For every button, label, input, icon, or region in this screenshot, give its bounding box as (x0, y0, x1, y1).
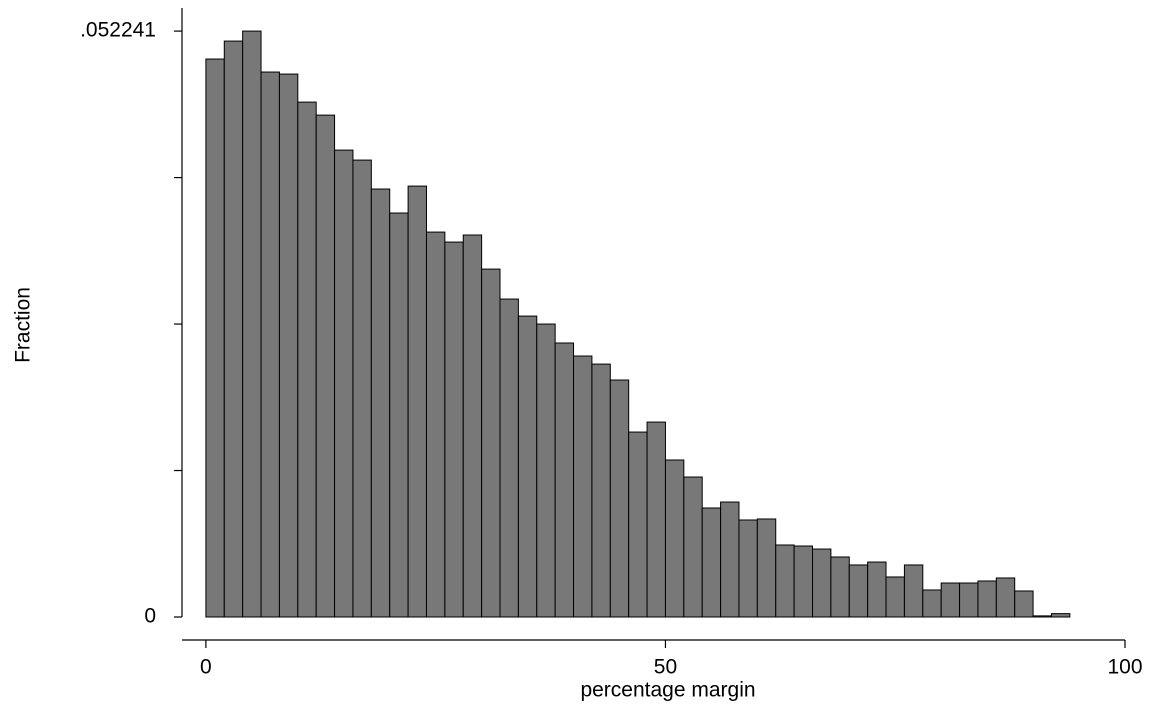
bar (481, 268, 501, 618)
bar (903, 564, 924, 618)
bar (701, 507, 722, 618)
bar (278, 73, 299, 618)
bar (499, 298, 519, 618)
x-tick-label: 50 (654, 656, 677, 679)
bar (536, 323, 556, 618)
bar (628, 431, 648, 618)
bar (352, 159, 372, 618)
bar (1050, 613, 1071, 618)
bar (1032, 615, 1052, 618)
bar (720, 501, 740, 618)
bar (940, 582, 961, 618)
x-tick-label: 100 (1107, 656, 1142, 679)
bar (885, 576, 905, 618)
bar (297, 101, 317, 618)
bar (922, 589, 942, 618)
bar (205, 58, 225, 618)
bar (389, 212, 409, 618)
bar (242, 30, 262, 618)
bar (591, 363, 611, 618)
bar (977, 580, 997, 618)
y-tick-label: 0 (144, 605, 156, 628)
bar (756, 518, 777, 618)
bar (425, 231, 446, 618)
bar (664, 459, 685, 618)
bar (315, 114, 336, 618)
bar (830, 556, 850, 618)
bar (554, 342, 575, 618)
y-tick-label: .052241 (80, 19, 156, 42)
bar (848, 564, 869, 618)
bar (444, 241, 464, 618)
y-axis-label: Fraction (12, 287, 35, 363)
bar (223, 40, 244, 618)
bar (646, 421, 666, 618)
bar (573, 355, 593, 618)
bar (867, 561, 887, 618)
bar (812, 548, 832, 618)
bar (517, 315, 538, 618)
bar (609, 379, 630, 618)
bar (683, 476, 703, 618)
bar (1014, 590, 1034, 618)
bar (370, 188, 391, 618)
bar (260, 71, 280, 618)
bar (775, 544, 795, 618)
bar (738, 519, 758, 618)
bar (995, 577, 1016, 618)
bar (334, 149, 354, 618)
bar (793, 545, 814, 618)
x-axis-label: percentage margin (580, 679, 755, 702)
bar (407, 185, 427, 618)
bar (959, 582, 979, 618)
x-tick-label: 0 (200, 656, 212, 679)
bar (462, 234, 483, 618)
